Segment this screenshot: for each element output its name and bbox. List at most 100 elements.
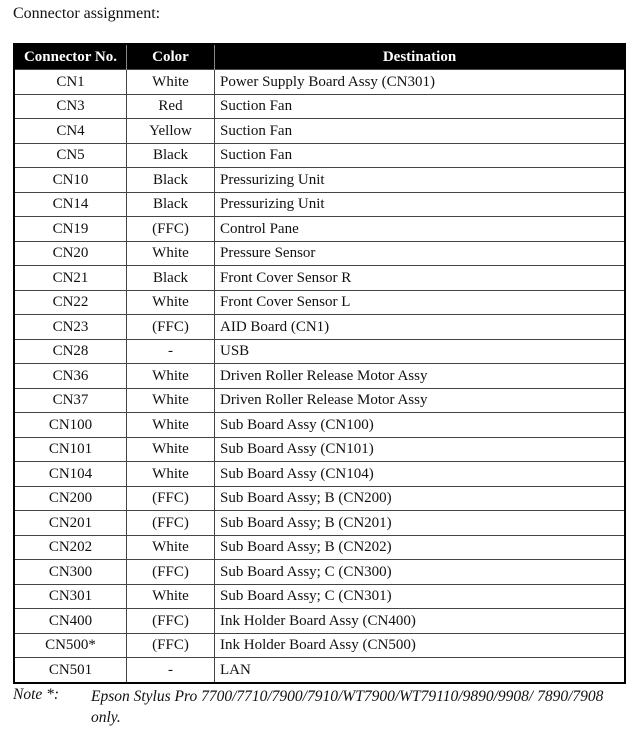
color-cell: Black bbox=[126, 167, 215, 193]
destination-cell: Front Cover Sensor R bbox=[214, 265, 626, 291]
connector-no-cell: CN10 bbox=[13, 167, 127, 193]
destination-cell: Driven Roller Release Motor Assy bbox=[214, 363, 626, 389]
table-row: CN22 White Front Cover Sensor L bbox=[13, 289, 626, 315]
table-row: CN21 Black Front Cover Sensor R bbox=[13, 265, 626, 291]
connector-no-cell: CN201 bbox=[13, 510, 127, 536]
table-row: CN201 (FFC) Sub Board Assy; B (CN201) bbox=[13, 510, 626, 536]
table-row: CN200 (FFC) Sub Board Assy; B (CN200) bbox=[13, 485, 626, 511]
table-row: CN19 (FFC) Control Pane bbox=[13, 216, 626, 242]
destination-cell: Sub Board Assy (CN104) bbox=[214, 461, 626, 487]
connector-no-cell: CN200 bbox=[13, 485, 127, 511]
destination-cell: Sub Board Assy (CN101) bbox=[214, 436, 626, 462]
destination-cell: AID Board (CN1) bbox=[214, 314, 626, 340]
destination-cell: Power Supply Board Assy (CN301) bbox=[214, 69, 626, 95]
header-color: Color bbox=[126, 44, 215, 70]
note-label: Note *: bbox=[13, 686, 60, 703]
connector-no-cell: CN1 bbox=[13, 69, 127, 95]
color-cell: White bbox=[126, 583, 215, 609]
color-cell: White bbox=[126, 461, 215, 487]
table-row: CN104 White Sub Board Assy (CN104) bbox=[13, 461, 626, 487]
connector-no-cell: CN4 bbox=[13, 118, 127, 144]
destination-cell: Control Pane bbox=[214, 216, 626, 242]
destination-cell: Front Cover Sensor L bbox=[214, 289, 626, 315]
table-row: CN300 (FFC) Sub Board Assy; C (CN300) bbox=[13, 559, 626, 585]
table-header-row: Connector No. Color Destination bbox=[14, 44, 625, 70]
connector-no-cell: CN19 bbox=[13, 216, 127, 242]
section-title: Connector assignment: bbox=[13, 5, 161, 22]
table-row: CN23 (FFC) AID Board (CN1) bbox=[13, 314, 626, 340]
connector-no-cell: CN20 bbox=[13, 240, 127, 266]
destination-cell: Suction Fan bbox=[214, 142, 626, 168]
color-cell: (FFC) bbox=[126, 216, 215, 242]
connector-no-cell: CN101 bbox=[13, 436, 127, 462]
table-row: CN501- LAN bbox=[13, 657, 626, 683]
destination-cell: Suction Fan bbox=[214, 93, 626, 119]
color-cell: White bbox=[126, 289, 215, 315]
table-row: CN3 Red Suction Fan bbox=[13, 93, 626, 119]
header-destination: Destination bbox=[214, 44, 625, 70]
destination-cell: Sub Board Assy; C (CN301) bbox=[214, 583, 626, 609]
connector-no-cell: CN5 bbox=[13, 142, 127, 168]
connector-no-cell: CN104 bbox=[13, 461, 127, 487]
connector-no-cell: CN300 bbox=[13, 559, 127, 585]
table-row: CN36 White Driven Roller Release Motor Ass… bbox=[13, 363, 626, 389]
destination-cell: LAN bbox=[214, 657, 626, 683]
color-cell: Yellow bbox=[126, 118, 215, 144]
connector-no-cell: CN501 bbox=[13, 657, 127, 683]
connector-no-cell: CN14 bbox=[13, 191, 127, 217]
connector-no-cell: CN100 bbox=[13, 412, 127, 438]
connector-no-cell: CN3 bbox=[13, 93, 127, 119]
destination-cell: Ink Holder Board Assy (CN400) bbox=[214, 608, 626, 634]
color-cell: (FFC) bbox=[126, 485, 215, 511]
color-cell: Black bbox=[126, 265, 215, 291]
color-cell: (FFC) bbox=[126, 608, 215, 634]
color-cell: Red bbox=[126, 93, 215, 119]
connector-no-cell: CN202 bbox=[13, 534, 127, 560]
destination-cell: Suction Fan bbox=[214, 118, 626, 144]
destination-cell: Pressurizing Unit bbox=[214, 167, 626, 193]
destination-cell: Sub Board Assy; C (CN300) bbox=[214, 559, 626, 585]
color-cell: - bbox=[126, 338, 215, 364]
table-row: CN100 White Sub Board Assy (CN100) bbox=[13, 412, 626, 438]
color-cell: White bbox=[126, 363, 215, 389]
header-connector-no: Connector No. bbox=[14, 44, 127, 70]
color-cell: - bbox=[126, 657, 215, 683]
connector-no-cell: CN28 bbox=[13, 338, 127, 364]
color-cell: White bbox=[126, 412, 215, 438]
connector-no-cell: CN22 bbox=[13, 289, 127, 315]
connector-no-cell: CN37 bbox=[13, 387, 127, 413]
color-cell: Black bbox=[126, 191, 215, 217]
table-row: CN5 Black Suction Fan bbox=[13, 142, 626, 168]
note-text: Epson Stylus Pro 7700/7710/7900/7910/WT7… bbox=[91, 688, 604, 726]
table-row: CN20 White Pressure Sensor bbox=[13, 240, 626, 266]
destination-cell: Sub Board Assy (CN100) bbox=[214, 412, 626, 438]
color-cell: White bbox=[126, 387, 215, 413]
destination-cell: Sub Board Assy; B (CN200) bbox=[214, 485, 626, 511]
table-row: CN4 Yellow Suction Fan bbox=[13, 118, 626, 144]
table-row: CN10 Black Pressurizing Unit bbox=[13, 167, 626, 193]
destination-cell: Ink Holder Board Assy (CN500) bbox=[214, 632, 626, 658]
connector-no-cell: CN23 bbox=[13, 314, 127, 340]
color-cell: Black bbox=[126, 142, 215, 168]
table-row: CN37 White Driven Roller Release Motor Ass… bbox=[13, 387, 626, 413]
table-row: CN301 White Sub Board Assy; C (CN301) bbox=[13, 583, 626, 609]
table-row: CN28- USB bbox=[13, 338, 626, 364]
connector-no-cell: CN301 bbox=[13, 583, 127, 609]
table-row: CN500* (FFC) Ink Holder Board Assy (CN500) bbox=[13, 632, 626, 658]
destination-cell: Sub Board Assy; B (CN201) bbox=[214, 510, 626, 536]
color-cell: (FFC) bbox=[126, 510, 215, 536]
connector-table: Connector No. Color Destination CN1 White… bbox=[13, 43, 626, 684]
connector-no-cell: CN36 bbox=[13, 363, 127, 389]
destination-cell: Sub Board Assy; B (CN202) bbox=[214, 534, 626, 560]
color-cell: (FFC) bbox=[126, 632, 215, 658]
table-row: CN101 White Sub Board Assy (CN101) bbox=[13, 436, 626, 462]
color-cell: White bbox=[126, 534, 215, 560]
color-cell: White bbox=[126, 436, 215, 462]
color-cell: (FFC) bbox=[126, 314, 215, 340]
table-row: CN1 White Power Supply Board Assy (CN301) bbox=[13, 69, 626, 95]
destination-cell: Pressure Sensor bbox=[214, 240, 626, 266]
table-row: CN202 White Sub Board Assy; B (CN202) bbox=[13, 534, 626, 560]
color-cell: (FFC) bbox=[126, 559, 215, 585]
connector-no-cell: CN21 bbox=[13, 265, 127, 291]
destination-cell: USB bbox=[214, 338, 626, 364]
